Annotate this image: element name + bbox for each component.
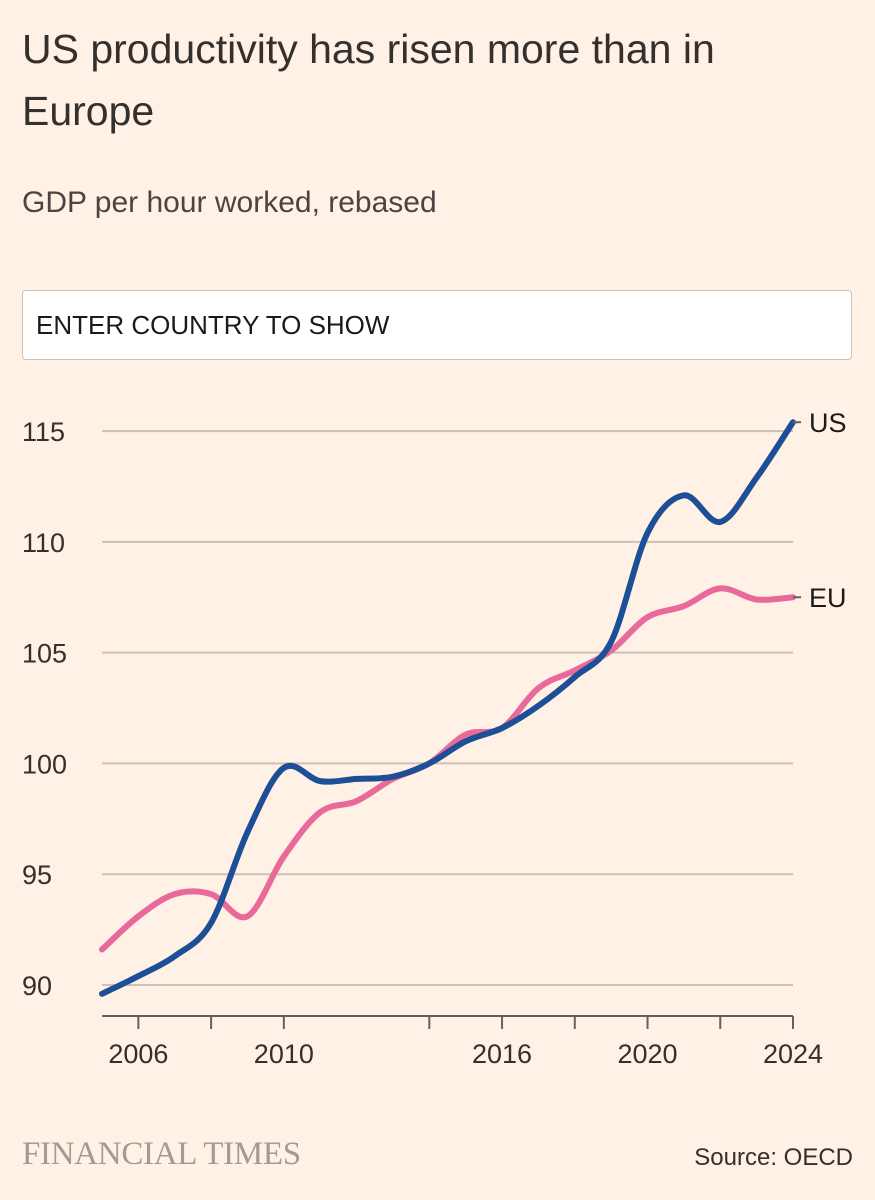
series-labels: US EU xyxy=(793,408,847,613)
chart-subtitle: GDP per hour worked, rebased xyxy=(22,186,437,219)
line-chart: 90 95 100 105 110 115 2006 2010 2016 2020 2024 US… xyxy=(22,408,847,1069)
y-tick-label: 100 xyxy=(22,749,67,779)
y-tick-label: 90 xyxy=(22,971,52,1001)
series-label-us: US xyxy=(809,408,847,438)
series-line-eu xyxy=(99,585,796,953)
x-axis xyxy=(102,1015,794,1029)
ft-logo: FINANCIAL TIMES xyxy=(22,1136,301,1172)
y-tick-label: 105 xyxy=(22,639,67,669)
chart-title: US productivity has risen more than in E… xyxy=(22,26,715,134)
series-label-eu: EU xyxy=(809,583,847,613)
x-tick-label: 2024 xyxy=(763,1039,823,1069)
grid-lines xyxy=(102,430,793,986)
x-tick-label: 2010 xyxy=(254,1039,314,1069)
y-tick-label: 115 xyxy=(22,417,65,447)
x-axis-labels: 2006 2010 2016 2020 2024 xyxy=(108,1039,823,1069)
country-search-input[interactable] xyxy=(22,290,852,360)
series-lines xyxy=(99,419,796,997)
y-tick-label: 110 xyxy=(22,528,65,558)
x-tick-label: 2006 xyxy=(108,1039,168,1069)
series-line-us xyxy=(99,419,796,997)
y-axis-labels: 90 95 100 105 110 115 xyxy=(22,417,67,1001)
source-note: Source: OECD xyxy=(694,1144,853,1171)
y-tick-label: 95 xyxy=(22,860,52,890)
x-tick-label: 2016 xyxy=(472,1039,532,1069)
x-tick-label: 2020 xyxy=(617,1039,677,1069)
